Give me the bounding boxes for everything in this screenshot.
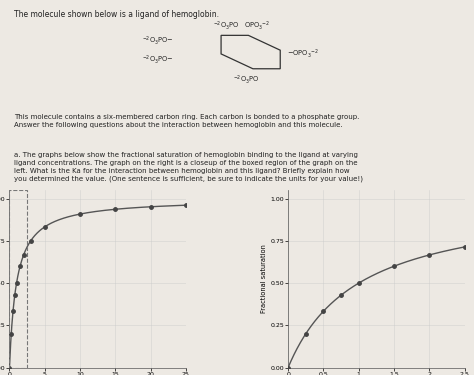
Text: $^{-2}$O$_3$PO: $^{-2}$O$_3$PO bbox=[233, 74, 259, 86]
Text: $^{-2}$O$_3$PO$-$: $^{-2}$O$_3$PO$-$ bbox=[142, 34, 173, 47]
Text: $-$OPO$_3$$^{-2}$: $-$OPO$_3$$^{-2}$ bbox=[287, 48, 319, 60]
Bar bbox=[9, 190, 27, 368]
Text: a. The graphs below show the fractional saturation of hemoglobin binding to the : a. The graphs below show the fractional … bbox=[14, 152, 363, 182]
Text: $^{-2}$O$_3$PO$-$: $^{-2}$O$_3$PO$-$ bbox=[142, 53, 173, 66]
Text: This molecule contains a six-membered carbon ring. Each carbon is bonded to a ph: This molecule contains a six-membered ca… bbox=[14, 114, 359, 128]
Y-axis label: Fractional saturation: Fractional saturation bbox=[262, 244, 267, 314]
Text: The molecule shown below is a ligand of hemoglobin.: The molecule shown below is a ligand of … bbox=[14, 10, 219, 19]
Text: $^{-2}$O$_3$PO   OPO$_3$$^{-2}$: $^{-2}$O$_3$PO OPO$_3$$^{-2}$ bbox=[213, 20, 270, 32]
